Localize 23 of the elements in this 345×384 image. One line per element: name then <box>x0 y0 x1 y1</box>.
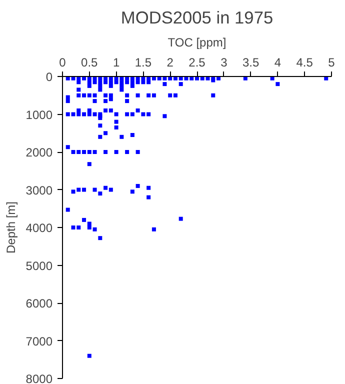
chart-title: MODS2005 in 1975 <box>120 8 274 28</box>
x-tick-label: 3 <box>220 56 228 70</box>
y-axis-title: Depth [m] <box>4 201 18 254</box>
x-tick-label: 5 <box>328 56 336 70</box>
y-tick-label: 5000 <box>26 258 53 273</box>
x-tick-label: 4 <box>274 56 282 70</box>
x-tick-label: 3.5 <box>242 56 260 70</box>
y-tick-label: 0 <box>46 70 53 84</box>
y-tick-label: 4000 <box>26 221 53 235</box>
x-tick-label: 1.5 <box>134 56 152 70</box>
x-tick-label: 0 <box>59 56 66 70</box>
y-tick-label: 8000 <box>26 372 53 384</box>
y-tick-label: 7000 <box>26 334 53 348</box>
x-tick-label: 4.5 <box>296 56 314 70</box>
x-axis-title: TOC [ppm] <box>168 36 226 50</box>
y-tick-label: 3000 <box>26 183 53 198</box>
y-tick-label: 1000 <box>26 108 53 122</box>
x-tick-label: 0.5 <box>81 56 98 70</box>
y-tick-label: 6000 <box>26 296 53 310</box>
x-tick-label: 1 <box>112 56 120 70</box>
x-tick-label: 2.5 <box>188 56 206 70</box>
x-tick-label: 2 <box>166 56 174 70</box>
y-tick-label: 2000 <box>26 146 53 160</box>
